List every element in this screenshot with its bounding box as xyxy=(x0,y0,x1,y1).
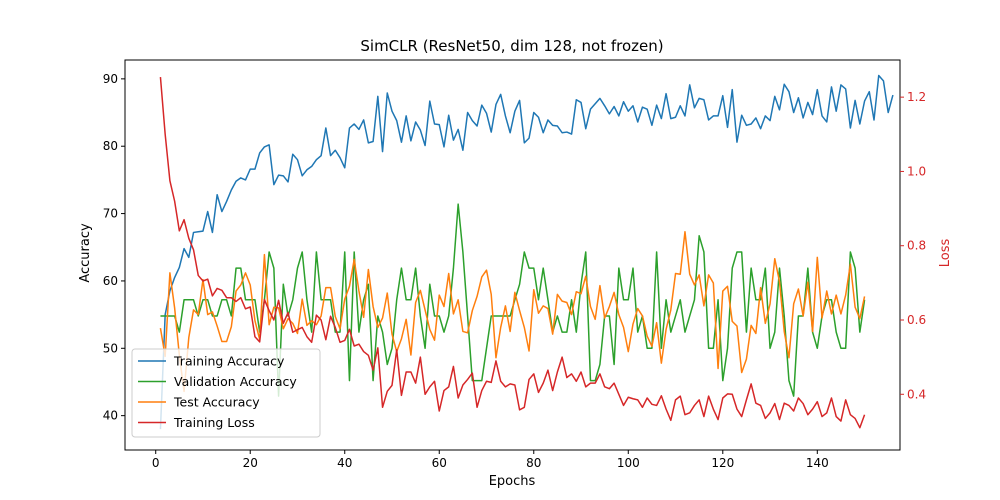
x-tick-label: 40 xyxy=(337,456,352,470)
x-tick-label: 140 xyxy=(806,456,829,470)
y-axis-label-left: Accuracy xyxy=(78,223,93,283)
series-line-training-loss xyxy=(159,77,866,429)
legend-label: Training Loss xyxy=(173,415,255,430)
y-right-tick-label: 0.8 xyxy=(907,239,926,253)
x-tick-label: 0 xyxy=(152,456,160,470)
x-tick-label: 80 xyxy=(526,456,541,470)
legend: Training Accuracy Validation Accuracy Test… xyxy=(131,348,321,438)
y-left-tick-label: 90 xyxy=(103,72,118,86)
y-right-tick-label: 1.2 xyxy=(907,90,926,104)
y-left-tick-label: 80 xyxy=(103,139,118,153)
legend-label: Training Accuracy xyxy=(173,354,285,369)
y-axis-label-right: Loss xyxy=(938,239,953,268)
x-tick-label: 60 xyxy=(432,456,447,470)
y-right-tick-label: 0.6 xyxy=(907,313,926,327)
y-left-tick-label: 40 xyxy=(103,409,118,423)
legend-label: Test Accuracy xyxy=(173,395,260,410)
x-axis-label: Epochs xyxy=(489,474,536,489)
x-tick-label: 120 xyxy=(711,456,734,470)
chart-title: SimCLR (ResNet50, dim 128, not frozen) xyxy=(360,37,663,55)
x-tick-label: 100 xyxy=(617,456,640,470)
y-left-tick-label: 60 xyxy=(103,274,118,288)
series-line-training-accuracy xyxy=(159,74,894,430)
series-line-test-accuracy xyxy=(159,231,866,393)
y-right-tick-label: 1.0 xyxy=(907,164,926,178)
y-right-tick-label: 0.4 xyxy=(907,387,926,401)
y-left-tick-label: 70 xyxy=(103,207,118,221)
legend-label: Validation Accuracy xyxy=(174,374,297,389)
legend-box xyxy=(131,348,321,438)
axes-frame xyxy=(124,59,901,451)
y-left-tick-label: 50 xyxy=(103,341,118,355)
axes: 0 20 40 60 80 100 120 140 40 50 60 70 80 90 0.4 0.6 0.8 1… xyxy=(103,59,926,470)
x-tick-label: 20 xyxy=(243,456,258,470)
